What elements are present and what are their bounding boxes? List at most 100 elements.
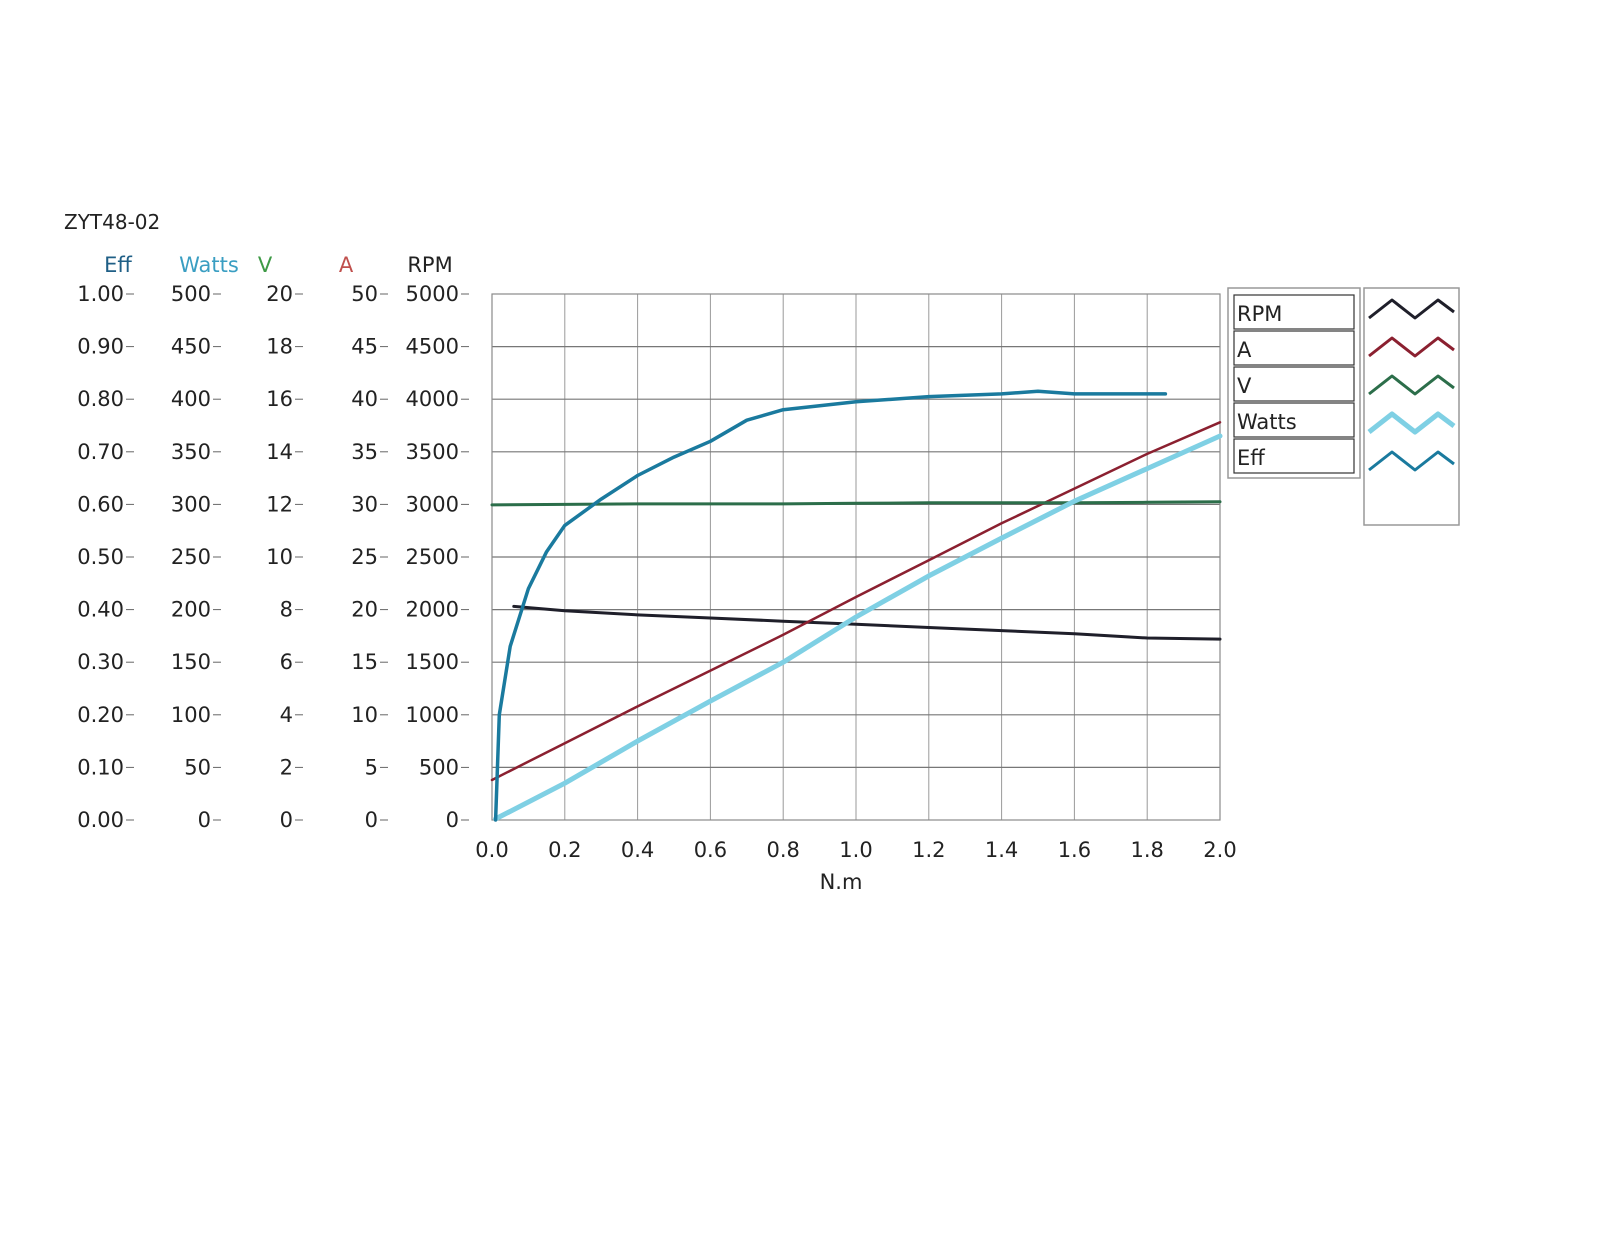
y-tick-label: 350: [171, 440, 211, 464]
series-line-v: [490, 500, 1222, 507]
legend-swatch: [1367, 411, 1456, 435]
x-tick-label: 0.2: [548, 838, 581, 862]
y-tick-label: 100: [171, 703, 211, 727]
x-tick-label: 1.2: [912, 838, 945, 862]
legend-swatch: [1368, 298, 1455, 320]
y-tick-label: 2500: [406, 545, 459, 569]
y-tick-label: 0.90: [77, 335, 124, 359]
y-tick-label: 150: [171, 650, 211, 674]
y-tick-label: 3000: [406, 492, 459, 516]
y-tick-label: 0.00: [77, 808, 124, 832]
x-axis: 0.0 0.2 0.4 0.6 0.8 1.0 1.2 1.4 1.6 1.8 2.0: [475, 838, 1236, 862]
y-tick-label: 0: [365, 808, 378, 832]
y-axis-a: A 0 5 10 15 20 25 30 35 40 45 50: [339, 253, 388, 832]
y-tick-label: 500: [419, 755, 459, 779]
series-line-rpm: [512, 604, 1222, 641]
y-tick-label: 5000: [406, 282, 459, 306]
chart-title: ZYT48-02: [64, 210, 160, 234]
y-tick-label: 450: [171, 335, 211, 359]
y-axis-eff: Eff 0.00 0.10 0.20 0.30 0.40 0.50 0.60 0.70 0.80 0…: [77, 253, 134, 832]
y-tick-label: 4000: [406, 387, 459, 411]
y-tick-label: 0.50: [77, 545, 124, 569]
y-tick-label: 5: [365, 755, 378, 779]
x-tick-label: 1.4: [985, 838, 1018, 862]
y-axes: Eff 0.00 0.10 0.20 0.30 0.40 0.50 0.60 0.70 0.80 0…: [77, 253, 469, 832]
y-tick-label: 25: [351, 545, 378, 569]
y-axis-v: V 0 2 4 6 8 10 12 14 16 18 20: [258, 253, 303, 832]
y-tick-label: 0.80: [77, 387, 124, 411]
y-tick-label: 14: [266, 440, 293, 464]
legend-swatch: [1368, 336, 1455, 358]
y-tick-label: 20: [351, 598, 378, 622]
y-tick-label: 8: [280, 598, 293, 622]
y-tick-label: 2000: [406, 598, 459, 622]
y-tick-label: 10: [266, 545, 293, 569]
legend-cell: [1233, 402, 1355, 438]
y-tick-label: 500: [171, 282, 211, 306]
legend-cell: [1233, 438, 1355, 474]
y-tick-label: 0.70: [77, 440, 124, 464]
series-lines: [490, 389, 1223, 822]
y-tick-label: 6: [280, 650, 293, 674]
y-tick-label: 400: [171, 387, 211, 411]
y-tick-label: 0.60: [77, 492, 124, 516]
x-tick-label: 0.8: [766, 838, 799, 862]
series-line-eff: [493, 389, 1168, 822]
y-tick-label: 15: [351, 650, 378, 674]
y-axis-name: Watts: [179, 253, 239, 277]
legend-swatch: [1368, 374, 1455, 396]
y-tick-label: 50: [184, 755, 211, 779]
y-tick-label: 35: [351, 440, 378, 464]
legend-label: Watts: [1237, 410, 1297, 434]
y-tick-label: 40: [351, 387, 378, 411]
series-line-a: [490, 421, 1222, 782]
x-tick-label: 0.0: [475, 838, 508, 862]
y-tick-label: 300: [171, 492, 211, 516]
y-tick-label: 0: [280, 808, 293, 832]
y-tick-label: 1.00: [77, 282, 124, 306]
legend-cell: [1233, 294, 1355, 330]
y-axis-name: Eff: [104, 253, 132, 277]
y-tick-label: 4500: [406, 335, 459, 359]
y-tick-label: 0.10: [77, 755, 124, 779]
y-tick-label: 12: [266, 492, 293, 516]
series-line-watts: [493, 433, 1223, 822]
y-axis-watts: Watts 0 50 100 150 200 250 300 350 400 450 500: [171, 253, 239, 832]
x-tick-label: 1.6: [1058, 838, 1091, 862]
y-tick-label: 250: [171, 545, 211, 569]
y-tick-label: 18: [266, 335, 293, 359]
plot-grid: [492, 294, 1220, 820]
y-tick-label: 0.20: [77, 703, 124, 727]
legend-swatch-box: [1363, 287, 1460, 526]
y-tick-label: 20: [266, 282, 293, 306]
y-axis-name: V: [258, 253, 273, 277]
y-tick-label: 2: [280, 755, 293, 779]
y-axis-name: A: [339, 253, 354, 277]
y-tick-label: 3500: [406, 440, 459, 464]
y-tick-label: 16: [266, 387, 293, 411]
x-tick-label: 0.6: [694, 838, 727, 862]
y-tick-label: 1500: [406, 650, 459, 674]
x-axis-label: N.m: [820, 870, 863, 894]
x-tick-label: 0.4: [621, 838, 654, 862]
y-axis-rpm: RPM 0 500 1000 1500 2000 2500 3000 3500 4000 4500 5…: [406, 253, 469, 832]
legend-label: RPM: [1237, 302, 1282, 326]
x-tick-label: 2.0: [1203, 838, 1236, 862]
y-tick-label: 4: [280, 703, 293, 727]
plot-area: [491, 293, 1221, 821]
y-tick-label: 10: [351, 703, 378, 727]
y-tick-label: 50: [351, 282, 378, 306]
legend: RPM AV Watts Eff: [1227, 287, 1460, 526]
legend-label: V: [1237, 374, 1252, 398]
x-tick-label: 1.0: [839, 838, 872, 862]
legend-swatch: [1368, 450, 1455, 472]
legend-cell: [1233, 330, 1355, 366]
y-tick-label: 200: [171, 598, 211, 622]
y-tick-label: 45: [351, 335, 378, 359]
legend-label: Eff: [1237, 446, 1265, 470]
legend-label: A: [1237, 338, 1252, 362]
y-axis-name: RPM: [407, 253, 452, 277]
y-tick-label: 30: [351, 492, 378, 516]
y-tick-label: 0.30: [77, 650, 124, 674]
